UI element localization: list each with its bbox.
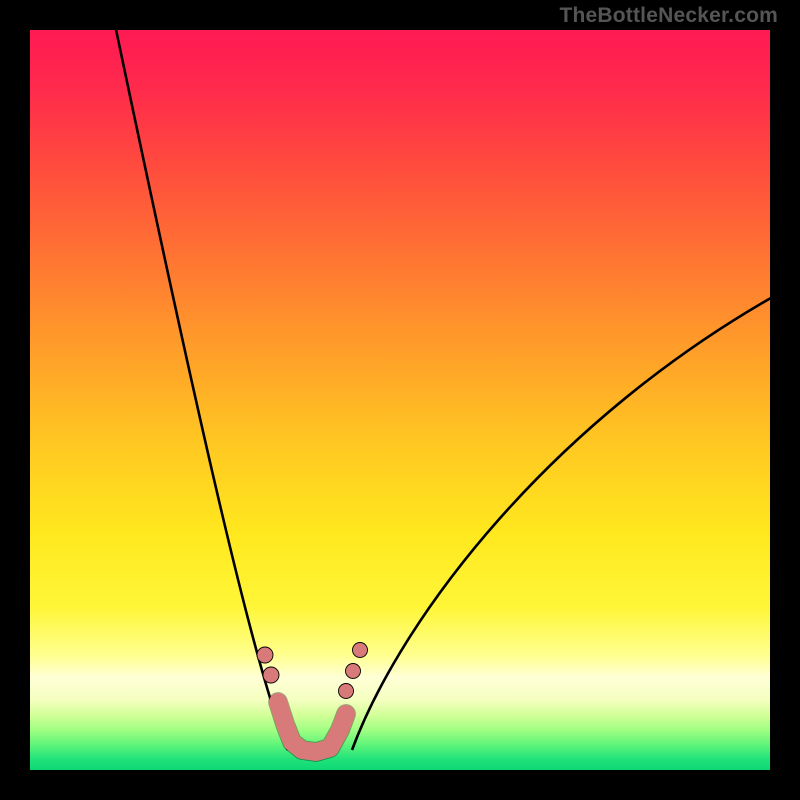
valley-dot	[346, 664, 361, 679]
valley-dot	[339, 684, 354, 699]
curve-layer	[30, 30, 770, 770]
valley-dot	[257, 647, 273, 663]
watermark-text: TheBottleNecker.com	[559, 4, 778, 28]
left-curve	[114, 30, 288, 750]
right-dots	[339, 643, 368, 699]
valley-sausage-path	[278, 702, 346, 752]
valley-sausage	[278, 702, 346, 752]
plot-area	[30, 30, 770, 770]
valley-dot	[353, 643, 368, 658]
valley-dot	[263, 667, 279, 683]
right-curve	[352, 290, 770, 750]
